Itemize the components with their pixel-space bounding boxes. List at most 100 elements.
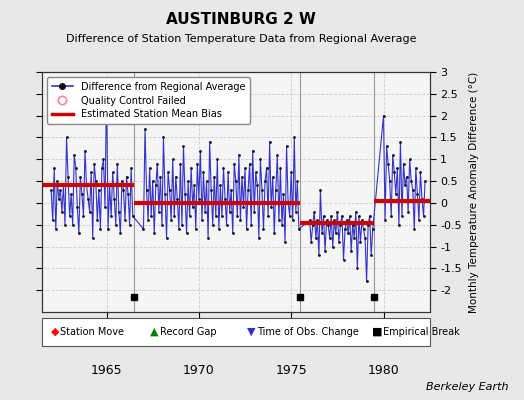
Point [232,178,240,184]
Point [150,230,158,237]
Point [329,243,337,250]
Point [318,230,326,237]
Point [263,165,271,171]
Point [261,178,269,184]
Point [307,239,315,245]
Point [389,152,397,158]
Point [147,213,156,219]
Point [236,217,245,224]
Point [327,213,335,219]
Point [230,160,238,167]
Point [166,187,174,193]
Point [359,226,368,232]
Point [338,213,346,219]
Point [161,191,169,197]
Point [410,226,419,232]
Point [239,204,248,210]
Point [121,217,129,224]
Point [159,134,168,141]
Point [164,169,172,176]
Point [244,187,253,193]
Point [286,213,294,219]
Point [78,191,86,197]
Point [332,230,340,237]
Point [122,174,130,180]
Point [101,204,109,210]
Point [333,208,342,215]
Point [151,182,160,189]
Point [76,174,84,180]
Point [221,195,229,202]
Point [182,230,191,237]
Point [127,165,135,171]
Point [70,152,79,158]
Point [162,235,171,241]
Point [105,182,114,189]
Point [124,191,132,197]
Point [158,222,166,228]
Point [321,248,329,254]
Text: ▲: ▲ [150,327,159,337]
Point [104,226,112,232]
Point [409,187,417,193]
Point [128,213,137,219]
Point [115,208,123,215]
Point [281,239,289,245]
Text: Empirical Break: Empirical Break [383,327,459,337]
Point [156,174,165,180]
Point [148,178,157,184]
Point [202,178,211,184]
Point [102,82,111,88]
Point [112,222,120,228]
Point [69,222,77,228]
Point [143,187,151,193]
Point [275,217,283,224]
Point [259,226,268,232]
Point [396,139,405,145]
Point [81,147,89,154]
Point [241,165,249,171]
Point [193,160,202,167]
Point [345,213,354,219]
Text: 1970: 1970 [183,364,215,377]
Point [367,252,375,258]
Point [418,195,426,202]
Text: ▼: ▼ [247,327,256,337]
Point [278,222,286,228]
Point [316,187,324,193]
Point [268,174,277,180]
Text: Station Move: Station Move [60,327,124,337]
Point [224,169,232,176]
Point [51,226,60,232]
Text: 1980: 1980 [368,364,399,377]
Point [358,217,366,224]
Point [365,213,374,219]
Point [271,187,280,193]
Point [108,169,117,176]
Point [169,156,177,162]
Point [196,147,204,154]
Point [356,239,365,245]
Point [355,213,363,219]
Point [350,235,358,241]
Point [87,169,95,176]
Point [171,174,180,180]
Point [118,178,126,184]
Point [414,217,423,224]
Text: ◆: ◆ [51,327,59,337]
Point [407,178,416,184]
Point [225,208,234,215]
Point [61,222,69,228]
Point [243,226,251,232]
Point [330,217,339,224]
Point [398,213,406,219]
Point [62,134,71,141]
Point [341,226,350,232]
Point [185,213,194,219]
Point [238,174,246,180]
Point [402,174,411,180]
Point [340,256,348,263]
Point [245,160,254,167]
Point [173,195,181,202]
Point [192,226,200,232]
